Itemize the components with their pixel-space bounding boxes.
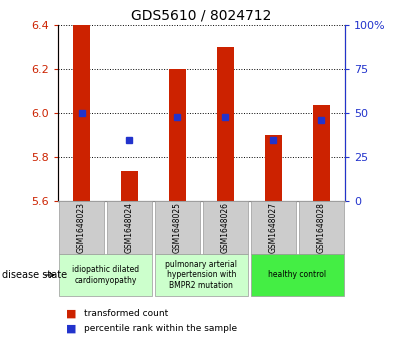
Text: GSM1648028: GSM1648028 xyxy=(317,202,326,253)
Bar xyxy=(169,69,186,201)
Text: idiopathic dilated
cardiomyopathy: idiopathic dilated cardiomyopathy xyxy=(72,265,139,285)
Text: transformed count: transformed count xyxy=(84,310,169,318)
Text: ■: ■ xyxy=(66,309,76,319)
Text: percentile rank within the sample: percentile rank within the sample xyxy=(84,324,238,333)
Text: pulmonary arterial
hypertension with
BMPR2 mutation: pulmonary arterial hypertension with BMP… xyxy=(165,260,238,290)
Text: GSM1648025: GSM1648025 xyxy=(173,202,182,253)
Bar xyxy=(217,48,234,201)
Text: disease state: disease state xyxy=(2,270,67,280)
Text: GSM1648023: GSM1648023 xyxy=(77,202,86,253)
Bar xyxy=(121,171,138,201)
Text: GSM1648026: GSM1648026 xyxy=(221,202,230,253)
Title: GDS5610 / 8024712: GDS5610 / 8024712 xyxy=(131,9,272,23)
Text: GSM1648027: GSM1648027 xyxy=(269,202,278,253)
Text: ■: ■ xyxy=(66,323,76,334)
Bar xyxy=(313,105,330,201)
Bar xyxy=(265,135,282,201)
Text: healthy control: healthy control xyxy=(268,270,326,280)
Text: GSM1648024: GSM1648024 xyxy=(125,202,134,253)
Bar xyxy=(73,25,90,201)
